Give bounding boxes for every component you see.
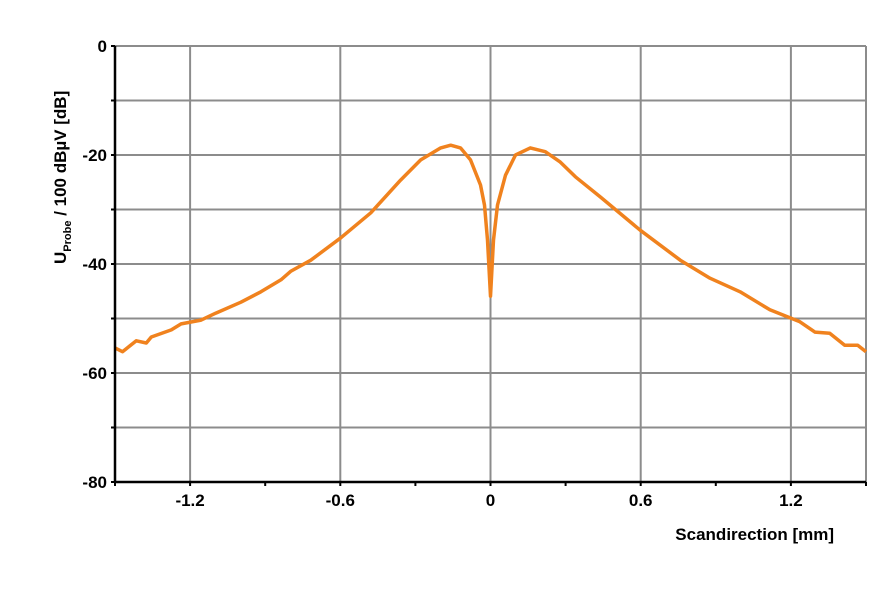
x-tick-label: 0 <box>486 491 495 510</box>
y-tick-label: -40 <box>82 255 107 274</box>
series-line <box>114 143 868 354</box>
x-tick-labels: -1.2 -0.6 0 0.6 1.2 <box>175 491 802 510</box>
x-axis-label: Scandirection [mm] <box>675 525 834 544</box>
y-tick-label: -20 <box>82 146 107 165</box>
y-axis-label-main: U <box>51 252 70 264</box>
y-tick-label: -80 <box>82 473 107 492</box>
y-tick-label: -60 <box>82 364 107 383</box>
axes <box>111 45 867 486</box>
x-tick-label: 0.6 <box>629 491 653 510</box>
y-tick-label: 0 <box>98 37 107 56</box>
y-axis-label-subscript: Probe <box>62 221 74 252</box>
x-tick-label: -1.2 <box>175 491 204 510</box>
x-tick-label: 1.2 <box>779 491 803 510</box>
x-tick-label: -0.6 <box>326 491 355 510</box>
y-axis-label: UProbe / 100 dBµV [dB] <box>51 91 74 264</box>
y-axis-label-rest: / 100 dBµV [dB] <box>51 91 70 221</box>
y-tick-labels: 0 -20 -40 -60 -80 <box>82 37 107 492</box>
